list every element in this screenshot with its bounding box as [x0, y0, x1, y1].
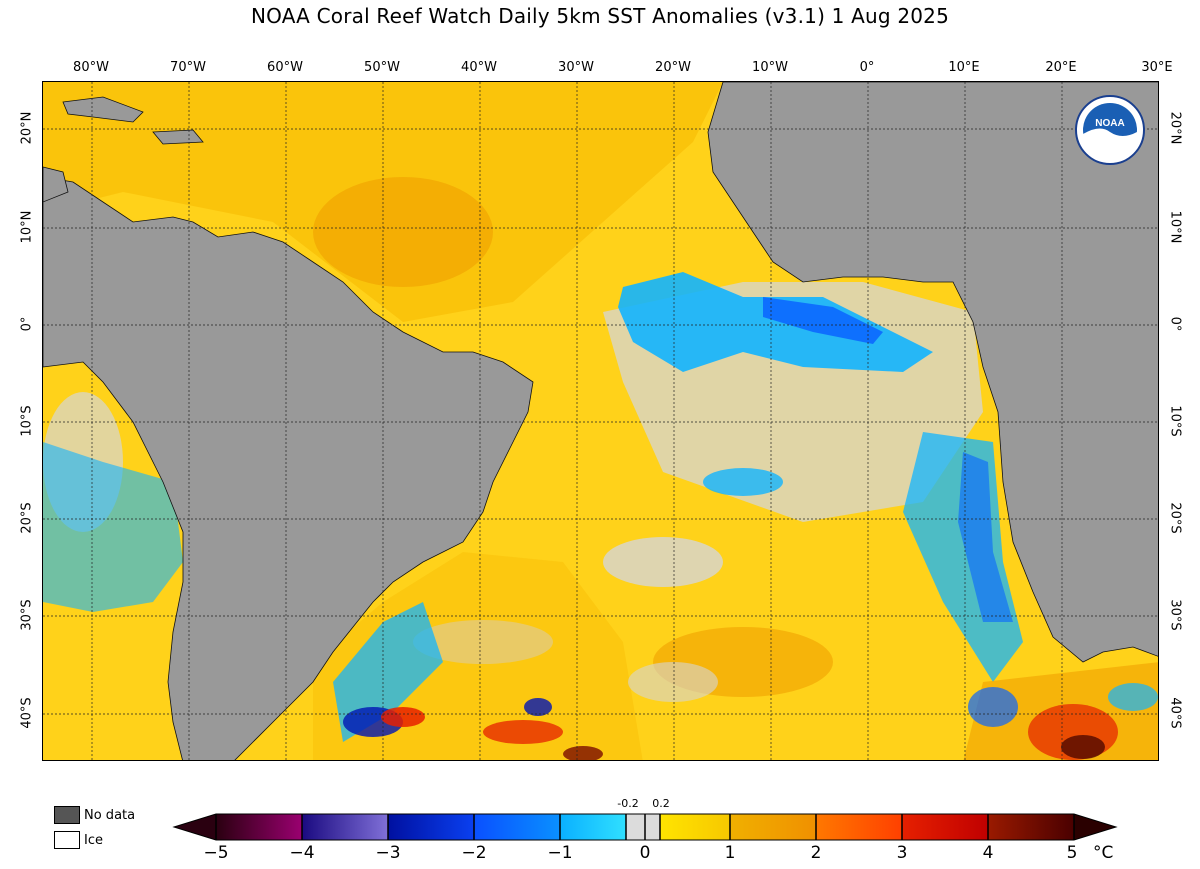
cool-anomaly-region [1108, 683, 1158, 711]
lat-label: 20°S [19, 502, 35, 534]
colorbar-small-tick: 0.2 [652, 797, 670, 810]
colorbar-dividers [215, 814, 1075, 840]
cool-anomaly-region [763, 297, 883, 344]
neutral-anomaly-region [628, 662, 718, 702]
lat-label: 10°N [19, 210, 35, 244]
cool-anomaly-region [333, 602, 443, 742]
noaa-logo: NOAA [1075, 95, 1145, 165]
lon-label: 0° [859, 60, 875, 75]
lon-label: 20°W [655, 60, 691, 75]
lon-label: 50°W [364, 60, 400, 75]
lon-label: 40°W [461, 60, 497, 75]
colorbar-segment [388, 814, 474, 840]
colorbar-segment [302, 814, 388, 840]
colorbar-tick: 0 [639, 843, 651, 863]
colorbar-segment [816, 814, 902, 840]
central-america-landmass [43, 166, 69, 203]
hot-anomaly-region [563, 746, 603, 760]
lat-label: 10°S [1167, 405, 1183, 437]
colorbar-segment [988, 814, 1074, 840]
lat-label: 30°S [1167, 599, 1183, 631]
cuba-island [62, 96, 144, 123]
lat-label: 10°S [19, 405, 35, 437]
hot-anomaly-region [381, 707, 425, 727]
colorbar-segment [216, 814, 302, 840]
lat-label: 0° [1167, 316, 1183, 332]
colorbar [172, 813, 1118, 841]
colorbar-segment [560, 814, 626, 840]
lon-label: 30°W [558, 60, 594, 75]
colorbar-max-arrow [1074, 814, 1116, 840]
noaa-logo-text: NOAA [1095, 118, 1124, 129]
hot-anomaly-region [483, 720, 563, 744]
hot-anomaly-region [1061, 735, 1105, 759]
colorbar-tick: −3 [375, 843, 401, 863]
cool-anomaly-region [618, 272, 933, 372]
lat-label: 30°S [19, 599, 35, 631]
lon-label: 10°W [752, 60, 788, 75]
colorbar-neutral-segment [643, 814, 660, 840]
legend-ice: Ice [54, 831, 103, 849]
lat-label: 40°S [19, 697, 35, 729]
south-america-landmass [43, 176, 534, 760]
lat-label: 10°N [1167, 210, 1183, 244]
cool-anomaly-region [703, 468, 783, 496]
no-data-swatch [54, 806, 80, 824]
colorbar-segment [902, 814, 988, 840]
colorbar-small-tick: -0.2 [617, 797, 639, 810]
map-title: NOAA Coral Reef Watch Daily 5km SST Anom… [250, 4, 950, 28]
colorbar-segment [730, 814, 816, 840]
lat-label: 20°S [1167, 502, 1183, 534]
graticule [43, 82, 1158, 760]
neutral-anomaly-region [413, 620, 553, 664]
colorbar-tick: 2 [810, 843, 822, 863]
africa-landmass [707, 82, 1158, 663]
lon-label: 10°E [948, 60, 980, 75]
colorbar-tick: −4 [289, 843, 315, 863]
colorbar-tick: 1 [724, 843, 736, 863]
colorbar-tick: −5 [203, 843, 229, 863]
colorbar-tick: 3 [896, 843, 908, 863]
cool-anomaly-region [958, 452, 1013, 622]
neutral-anomaly-region [603, 537, 723, 587]
warm-anomaly-region [313, 177, 493, 287]
cold-anomaly-region [524, 698, 552, 716]
lat-label: 0° [19, 316, 35, 332]
lat-label: 20°N [1167, 111, 1183, 145]
colorbar-unit: °C [1093, 843, 1114, 863]
legend-ice-label: Ice [84, 832, 103, 848]
ice-swatch [54, 831, 80, 849]
colorbar-tick: 4 [982, 843, 994, 863]
hispaniola-island [152, 129, 204, 145]
lat-label: 40°S [1167, 697, 1183, 729]
colorbar-tick: −2 [461, 843, 487, 863]
colorbar-segment [660, 814, 730, 840]
colorbar-neutral-segment [626, 814, 643, 840]
cool-anomaly-region [43, 442, 183, 612]
cold-anomaly-region [968, 687, 1018, 727]
lat-label: 20°N [19, 111, 35, 145]
colorbar-tick: −1 [547, 843, 573, 863]
legend-no-data: No data [54, 806, 135, 824]
map-canvas: NOAA [43, 82, 1158, 760]
colorbar-outline [172, 813, 1118, 841]
sst-anomaly-map[interactable]: NOAA [42, 81, 1159, 761]
legend-no-data-label: No data [84, 807, 136, 823]
lon-label: 20°E [1045, 60, 1077, 75]
lon-label: 60°W [267, 60, 303, 75]
lon-label: 80°W [73, 60, 109, 75]
colorbar-min-arrow [174, 814, 216, 840]
colorbar-tick: 5 [1066, 843, 1078, 863]
colorbar-segment [474, 814, 560, 840]
lon-label: 30°E [1141, 60, 1173, 75]
lon-label: 70°W [170, 60, 206, 75]
